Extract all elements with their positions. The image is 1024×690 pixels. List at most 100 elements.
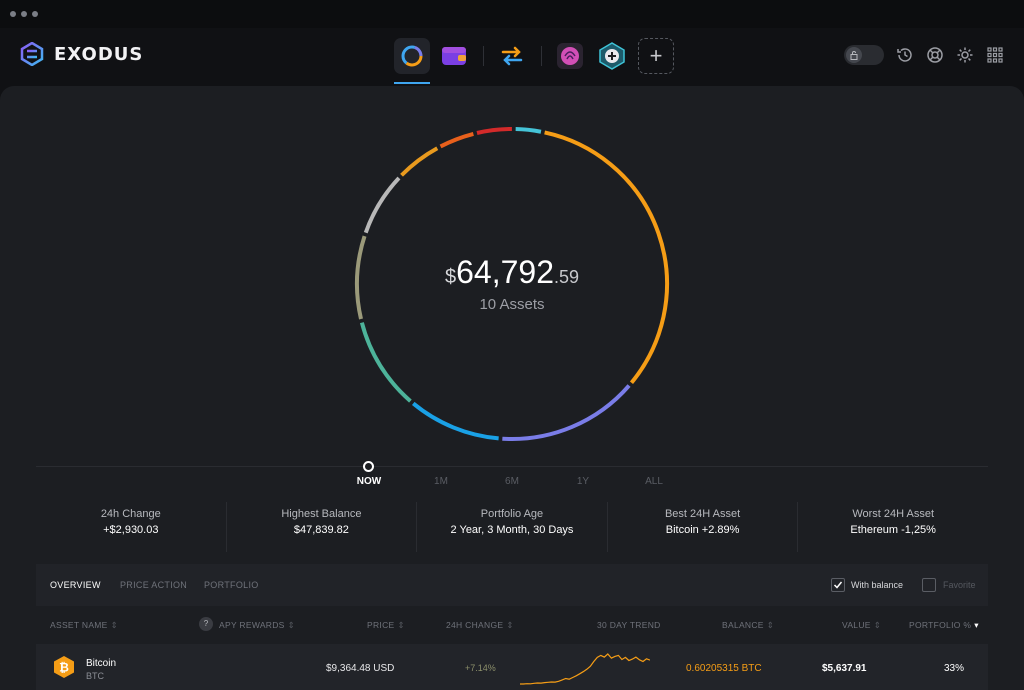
bitcoin-icon: ₿ — [54, 656, 74, 678]
asset-value: $5,637.91 — [822, 663, 867, 674]
trend-line — [520, 653, 650, 685]
stat-value: Ethereum -1,25% — [850, 524, 936, 536]
hex-add-app-icon — [599, 42, 625, 70]
header-value[interactable]: VALUE ⇕ — [842, 620, 881, 631]
stat-label: Portfolio Age — [480, 508, 544, 520]
sort-icon: ⇕ — [287, 620, 296, 630]
sort-icon: ⇕ — [397, 620, 405, 630]
logo-text: EXODUS — [54, 43, 144, 65]
trend-sparkline — [520, 653, 650, 685]
tab-overview[interactable]: OVERVIEW — [50, 580, 101, 590]
header-asset-name[interactable]: ASSET NAME ⇕ — [50, 620, 118, 631]
range-6m[interactable]: 6M — [505, 476, 519, 487]
timeline-track — [36, 466, 988, 467]
exchange-tab-button[interactable] — [494, 38, 530, 74]
allocation-segment-8[interactable] — [476, 127, 512, 135]
sort-desc-icon: ▾ — [974, 620, 979, 630]
favorite-label: Favorite — [943, 580, 976, 590]
asset-name: Bitcoin — [86, 658, 117, 669]
window-titlebar — [0, 0, 1024, 28]
wallet-tab-button[interactable] — [436, 38, 472, 74]
active-tab-indicator — [394, 82, 430, 84]
nav-separator — [483, 46, 484, 66]
header-balance[interactable]: BALANCE ⇕ — [722, 620, 774, 631]
favorite-checkbox[interactable] — [922, 578, 936, 592]
stat-label: Highest Balance — [281, 508, 362, 520]
with-balance-checkbox[interactable] — [831, 578, 845, 592]
portfolio-donut-chart — [355, 127, 669, 441]
header-label: 24H CHANGE — [446, 620, 504, 630]
range-now[interactable]: NOW — [356, 476, 382, 487]
allocation-segment-9[interactable] — [515, 127, 542, 134]
top-bar: EXODUS — [0, 28, 1024, 86]
settings-icon[interactable] — [956, 46, 974, 64]
header-label: PRICE — [367, 620, 395, 630]
fingerprint-app-icon — [557, 43, 583, 69]
header-label: ASSET NAME — [50, 620, 108, 630]
header-label: PORTFOLIO % — [909, 620, 972, 630]
window-dot-icon[interactable] — [32, 11, 38, 17]
allocation-segment-2[interactable] — [411, 401, 499, 441]
header-portfolio-pct[interactable]: PORTFOLIO % ▾ — [909, 620, 979, 631]
nav-separator — [541, 46, 542, 66]
window-dot-icon[interactable] — [21, 11, 27, 17]
header-30-day-trend: 30 DAY TREND — [597, 620, 661, 630]
stat-worst-asset: Worst 24H Asset Ethereum -1,25% — [798, 502, 988, 552]
history-icon[interactable] — [896, 46, 914, 64]
range-all[interactable]: ALL — [645, 476, 663, 487]
timeline-node[interactable] — [363, 461, 374, 472]
app-tab-button-2[interactable] — [594, 38, 630, 74]
wallet-icon — [442, 47, 466, 65]
asset-price: $9,364.48 USD — [326, 663, 395, 674]
header-apy-rewards[interactable]: APY REWARDS ⇕ — [219, 620, 295, 631]
tab-price-action[interactable]: PRICE ACTION — [120, 580, 188, 590]
asset-24h-change: +7.14% — [465, 663, 496, 673]
add-app-button[interactable]: + — [638, 38, 674, 74]
assets-count: 10 Assets — [479, 296, 545, 313]
portfolio-total: $64,792.59 — [352, 254, 672, 291]
support-icon[interactable] — [926, 46, 944, 64]
total-integer: 64,792 — [456, 254, 554, 290]
range-1y[interactable]: 1Y — [576, 476, 590, 487]
window-dot-icon[interactable] — [10, 11, 16, 17]
stat-value: +$2,930.03 — [103, 524, 159, 536]
stat-24h-change: 24h Change +$2,930.03 — [36, 502, 227, 552]
header-label: APY REWARDS — [219, 620, 285, 630]
asset-table-header: ASSET NAME ⇕ ? APY REWARDS ⇕ PRICE ⇕ 24H CH… — [36, 606, 988, 644]
help-icon[interactable]: ? — [199, 617, 213, 631]
apps-grid-icon[interactable] — [986, 46, 1004, 64]
allocation-segment-3[interactable] — [359, 322, 412, 403]
view-tabs: OVERVIEW PRICE ACTION PORTFOLIO With bal… — [36, 564, 988, 606]
table-row[interactable]: ₿ Bitcoin BTC $9,364.48 USD +7.14% 0.602… — [36, 644, 988, 690]
checkmark-icon — [833, 581, 843, 589]
header-24h-change[interactable]: 24H CHANGE ⇕ — [446, 620, 514, 631]
app-tab-button-1[interactable] — [552, 38, 588, 74]
allocation-segment-1[interactable] — [502, 384, 631, 441]
range-1m[interactable]: 1M — [434, 476, 448, 487]
stat-label: 24h Change — [100, 508, 161, 520]
header-label: BALANCE — [722, 620, 764, 630]
portfolio-tab-button[interactable] — [394, 38, 430, 74]
sort-icon: ⇕ — [110, 620, 119, 630]
exodus-logo-icon — [20, 42, 44, 66]
allocation-segment-0[interactable] — [544, 130, 669, 385]
lock-icon — [846, 47, 862, 63]
lock-toggle[interactable] — [844, 45, 884, 65]
tab-portfolio[interactable]: PORTFOLIO — [204, 580, 259, 590]
plus-icon: + — [649, 43, 663, 68]
asset-ticker: BTC — [86, 671, 104, 681]
with-balance-label: With balance — [851, 580, 904, 590]
allocation-segment-7[interactable] — [439, 131, 474, 149]
header-price[interactable]: PRICE ⇕ — [367, 620, 405, 631]
header-label: VALUE — [842, 620, 871, 630]
asset-balance: 0.60205315 BTC — [686, 663, 762, 674]
svg-text:₿: ₿ — [59, 661, 69, 675]
allocation-segment-4[interactable] — [355, 235, 367, 320]
allocation-segment-5[interactable] — [363, 176, 401, 234]
header-actions — [844, 45, 1004, 65]
stat-value: $47,839.82 — [293, 524, 349, 536]
stat-portfolio-age: Portfolio Age 2 Year, 3 Month, 30 Days — [417, 502, 608, 552]
app-logo: EXODUS — [20, 42, 143, 66]
allocation-segment-6[interactable] — [400, 146, 439, 177]
stat-label: Worst 24H Asset — [852, 508, 935, 520]
